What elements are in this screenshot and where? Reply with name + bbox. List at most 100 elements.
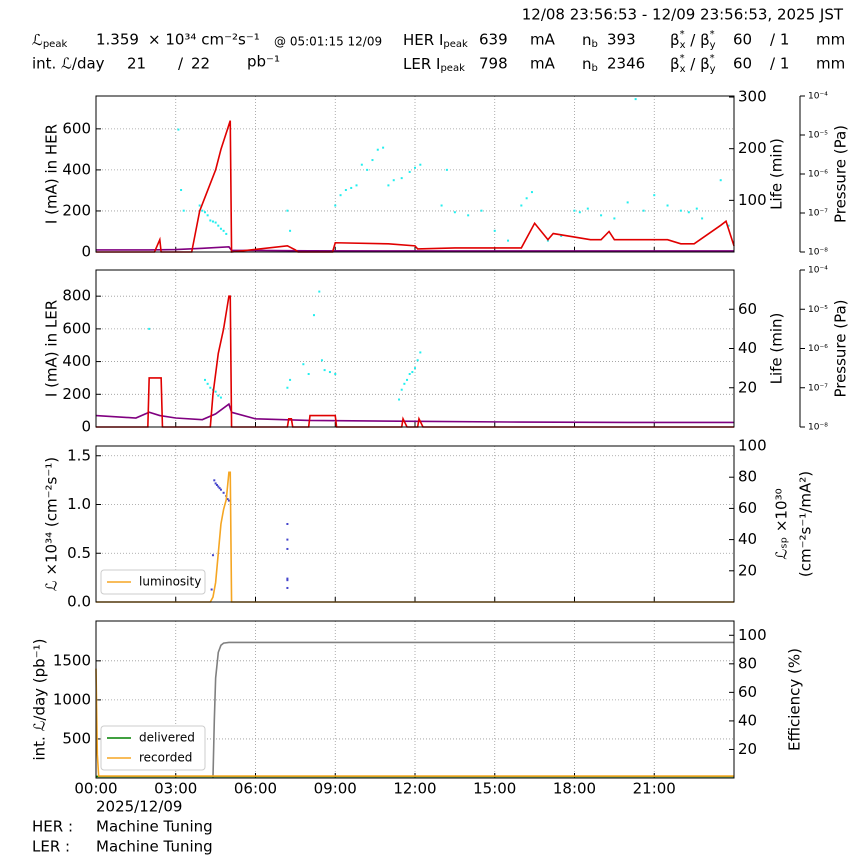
data-point [339, 194, 342, 197]
label: β [670, 55, 680, 73]
beta-unit: mm [816, 31, 845, 49]
data-point [289, 229, 292, 232]
subscript: b [592, 39, 598, 50]
legend-box [100, 725, 206, 771]
y-tick-label: 0.0 [67, 593, 91, 611]
data-point [219, 488, 222, 491]
data-point [328, 371, 331, 374]
y2-axis-title: ℒₛₚ ×10³⁰ [773, 488, 791, 559]
data-point [286, 586, 289, 589]
y-axis-title: ℒ ×10³⁴ (cm⁻²s⁻¹) [43, 457, 61, 591]
data-point [344, 189, 347, 192]
beta-label: β* x / β* y [670, 29, 716, 51]
data-point [209, 219, 212, 222]
data-point [289, 378, 292, 381]
y2-tick-label: 20 [738, 561, 757, 579]
data-point [695, 207, 698, 210]
data-point [206, 214, 209, 217]
plot-frame [95, 95, 735, 253]
y2-axis-title: Efficiency (%) [786, 648, 804, 751]
data-point [219, 396, 222, 399]
data-point [307, 373, 310, 376]
x-tick-label: 03:00 [154, 780, 197, 798]
data-point [408, 373, 411, 376]
superscript: * [680, 53, 685, 64]
data-point [312, 314, 315, 317]
data-point [578, 211, 581, 214]
data-point [727, 224, 730, 227]
y3-tick-label: 10⁻⁴ [808, 92, 828, 102]
y2-axis-title: Life (min) [768, 313, 786, 385]
data-point [320, 359, 323, 362]
data-point [414, 166, 416, 169]
data-point [642, 209, 645, 212]
legend-label: recorded [139, 751, 192, 765]
data-point [382, 146, 385, 149]
ring: HER : [32, 818, 73, 836]
y-tick-label: 200 [62, 201, 91, 219]
y3-axis-title: Pressure (Pa) [832, 125, 850, 223]
y2-tick-label: 40 [738, 711, 757, 729]
y-tick-label: 400 [62, 352, 91, 370]
data-point [400, 388, 403, 391]
data-point [493, 229, 496, 232]
state: Machine Tuning [96, 818, 213, 836]
symbol: ℒ [32, 31, 43, 49]
data-point [219, 227, 222, 230]
data-point [573, 209, 576, 212]
data-point [419, 351, 422, 354]
label: n [582, 55, 592, 73]
data-point [211, 220, 214, 223]
data-point [507, 239, 510, 242]
data-point [286, 209, 289, 212]
ring-ipeak-unit: mA [530, 31, 556, 49]
y3-tick-label: 10⁻⁸ [808, 423, 828, 433]
y3-tick-label: 10⁻⁸ [808, 248, 828, 258]
data-point [286, 579, 289, 582]
ring-ipeak: 798 [479, 55, 508, 73]
data-line [212, 641, 734, 779]
data-point [525, 197, 528, 200]
y2-tick-label: 100 [738, 191, 767, 209]
data-point [203, 211, 206, 214]
y3-axis-title: Pressure (Pa) [832, 299, 850, 397]
legend-label: luminosity [139, 575, 201, 589]
ring-ipeak-unit: mA [530, 55, 556, 73]
date-range: 12/08 23:56:53 - 12/09 23:56:53, 2025 JS… [522, 6, 844, 24]
data-point [400, 177, 403, 180]
data-point [406, 378, 409, 381]
ring-ipeak-label: HER Ipeak [403, 31, 468, 51]
y-tick-label: 1.5 [67, 446, 91, 464]
y3-tick-label: 10⁻⁵ [808, 305, 828, 315]
data-point [211, 554, 214, 557]
data-point [355, 184, 358, 187]
y-tick-label: 0 [81, 418, 91, 436]
y-tick-label: 400 [62, 160, 91, 178]
superscript: * [710, 53, 715, 64]
subscript: x [680, 64, 686, 75]
data-point [215, 484, 218, 486]
data-line [95, 402, 734, 424]
peak-lumi-label: ℒpeak [32, 31, 67, 51]
y-tick-label: 800 [62, 287, 91, 305]
data-point [227, 499, 230, 502]
int-lumi-unit: pb⁻¹ [247, 53, 280, 71]
beta-y: / 1 [770, 31, 789, 49]
data-point [411, 371, 414, 374]
y-tick-label: 600 [62, 119, 91, 137]
data-point [600, 214, 603, 217]
beta-x: 60 [733, 31, 752, 49]
x-tick-label: 15:00 [473, 780, 516, 798]
ring-ipeak-label: LER Ipeak [403, 55, 465, 75]
y2-tick-label: 60 [738, 300, 757, 318]
subscript: b [592, 63, 598, 74]
x-tick-label: 21:00 [633, 780, 676, 798]
superscript: * [680, 29, 685, 40]
data-point [687, 211, 690, 214]
data-point [414, 367, 416, 370]
subscript: peak [440, 63, 465, 74]
superscript: * [710, 29, 715, 40]
subscript: x [680, 40, 686, 51]
y2-tick-label: 20 [738, 740, 757, 758]
int-lumi-recorded: 22 [191, 55, 210, 73]
